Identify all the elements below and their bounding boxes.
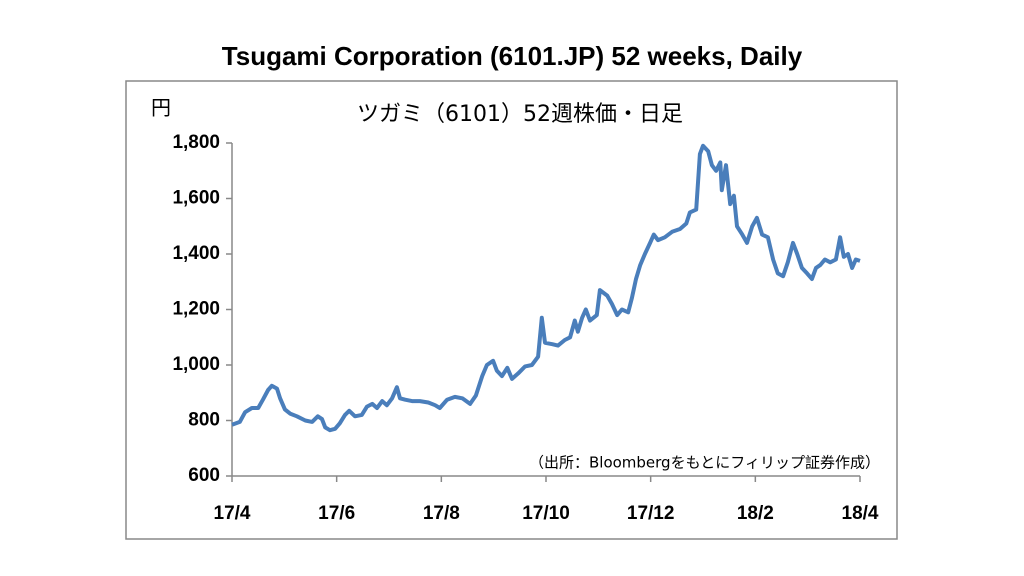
x-tick-label: 17/12 xyxy=(627,503,675,524)
y-tick-label: 1,800 xyxy=(172,132,220,153)
chart-subtitle: ツガミ（6101）52週株価・日足 xyxy=(357,102,683,127)
x-tick-label: 17/6 xyxy=(318,503,355,524)
y-axis-label: 円 xyxy=(151,96,171,120)
chart-frame xyxy=(125,80,898,540)
y-tick-label: 1,200 xyxy=(172,299,220,320)
x-tick-label: 17/4 xyxy=(214,503,251,524)
annotation: （出所：Bloombergをもとにフィリップ証券作成） xyxy=(529,454,880,472)
x-tick-label: 18/4 xyxy=(842,503,879,524)
y-tick-label: 1,400 xyxy=(172,243,220,264)
price-line xyxy=(231,143,861,433)
y-tick-label: 1,600 xyxy=(172,188,220,209)
x-tick-label: 18/2 xyxy=(737,503,774,524)
y-tick-label: 600 xyxy=(188,465,220,486)
chart-title: Tsugami Corporation (6101.JP) 52 weeks, … xyxy=(222,41,803,71)
y-tick-label: 800 xyxy=(188,410,220,431)
y-tick-label: 1,000 xyxy=(172,354,220,375)
x-tick-label: 17/10 xyxy=(522,503,570,524)
x-tick-label: 17/8 xyxy=(423,503,460,524)
